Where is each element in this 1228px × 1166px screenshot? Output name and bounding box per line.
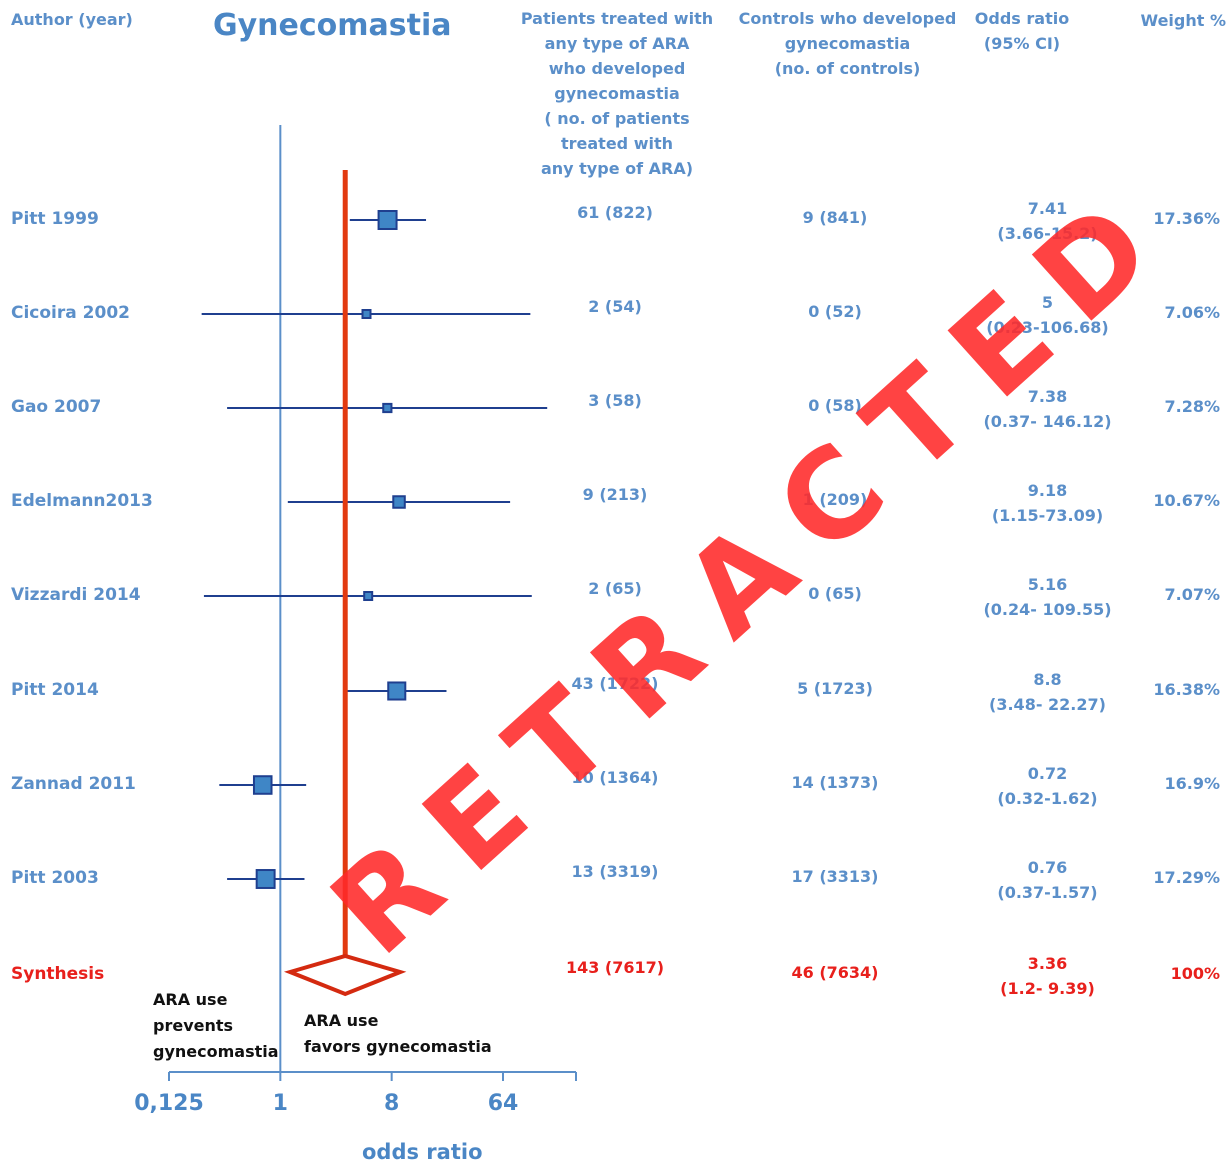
ci-value: (0.23-106.68) (986, 318, 1109, 337)
ci-value: (0.37-1.57) (997, 883, 1098, 902)
study-marker (382, 402, 393, 414)
study-marker (363, 590, 374, 602)
x-tick-label: 0,125 (134, 1091, 204, 1116)
treated-value: 10 (1364) (571, 768, 659, 787)
annotation-prevents: ARA use prevents gynecomastia (153, 990, 279, 1061)
ci-value: (1.15-73.09) (991, 506, 1104, 525)
study-name: Edelmann2013 (11, 491, 153, 511)
treated-value: 43 (1722) (571, 674, 659, 693)
synthesis-treated: 143 (7617) (565, 958, 665, 977)
controls-value: 5 (1723) (797, 679, 873, 698)
treated-value: 2 (54) (588, 297, 642, 316)
weight-value: 10.67% (1153, 491, 1220, 510)
x-tick-label: 8 (384, 1091, 399, 1116)
or-value: 8.8 (1033, 670, 1062, 689)
study-marker (387, 681, 407, 701)
weight-value: 16.38% (1153, 680, 1220, 699)
synthesis-controls: 46 (7634) (791, 963, 879, 982)
ci-value: (3.66-15.2) (997, 224, 1098, 243)
weight-value: 16.9% (1164, 774, 1220, 793)
ci-value: (0.32-1.62) (997, 789, 1098, 808)
study-name: Zannad 2011 (11, 774, 136, 794)
x-tick-label: 64 (488, 1091, 519, 1116)
or-value: 9.18 (1027, 481, 1068, 500)
synthesis-ci: (1.2- 9.39) (1000, 979, 1095, 998)
controls-value: 0 (65) (808, 584, 862, 603)
weight-value: 17.36% (1153, 209, 1220, 228)
study-name: Pitt 2014 (11, 680, 99, 700)
synthesis-or: 3.36 (1027, 954, 1068, 973)
ci-value: (0.37- 146.12) (983, 412, 1112, 431)
synthesis-label: Synthesis (11, 964, 105, 984)
or-value: 7.38 (1027, 387, 1068, 406)
study-marker (252, 775, 273, 795)
x-tick-label: 1 (273, 1091, 288, 1116)
controls-value: 9 (841) (802, 208, 868, 227)
study-marker (377, 210, 398, 230)
treated-value: 2 (65) (588, 579, 642, 598)
weight-value: 7.07% (1164, 585, 1220, 604)
treated-value: 3 (58) (588, 391, 642, 410)
controls-value: 0 (52) (808, 302, 862, 321)
study-name: Gao 2007 (11, 397, 102, 417)
treated-value: 9 (213) (582, 485, 648, 504)
ci-value: (3.48- 22.27) (989, 695, 1106, 714)
annotation-favors: ARA use favors gynecomastia (304, 1011, 492, 1056)
weight-value: 7.06% (1164, 303, 1220, 322)
controls-value: 17 (3313) (791, 867, 879, 886)
ci-value: (0.24- 109.55) (983, 600, 1112, 619)
controls-value: 0 (58) (808, 396, 862, 415)
or-value: 0.76 (1027, 858, 1068, 877)
header-controls: Controls who developed gynecomastia (no.… (738, 9, 957, 78)
header-weight: Weight % (1140, 11, 1226, 30)
or-value: 0.72 (1027, 764, 1068, 783)
study-marker (392, 495, 406, 509)
study-name: Pitt 1999 (11, 209, 99, 229)
header-treated: Patients treated with any type of ARA wh… (520, 9, 714, 178)
chart-title: Gynecomastia (213, 8, 452, 43)
study-name: Pitt 2003 (11, 868, 99, 888)
or-value: 5 (1041, 293, 1054, 312)
synthesis-weight: 100% (1170, 964, 1220, 983)
study-marker (361, 309, 372, 319)
treated-value: 61 (822) (577, 203, 653, 222)
or-value: 7.41 (1027, 199, 1068, 218)
controls-value: 1 (209) (802, 490, 868, 509)
synthesis-diamond (283, 953, 407, 997)
study-marker (255, 869, 276, 889)
header-odds-ratio: Odds ratio (95% CI) (974, 9, 1070, 53)
treated-value: 13 (3319) (571, 862, 659, 881)
study-name: Cicoira 2002 (11, 303, 130, 323)
weight-value: 17.29% (1153, 868, 1220, 887)
or-value: 5.16 (1027, 575, 1068, 594)
study-name: Vizzardi 2014 (11, 585, 141, 605)
x-axis-label: odds ratio (362, 1140, 483, 1164)
controls-value: 14 (1373) (791, 773, 879, 792)
weight-value: 7.28% (1164, 397, 1220, 416)
header-author: Author (year) (11, 10, 133, 29)
